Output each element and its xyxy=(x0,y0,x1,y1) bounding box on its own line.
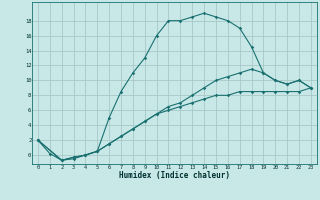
X-axis label: Humidex (Indice chaleur): Humidex (Indice chaleur) xyxy=(119,171,230,180)
